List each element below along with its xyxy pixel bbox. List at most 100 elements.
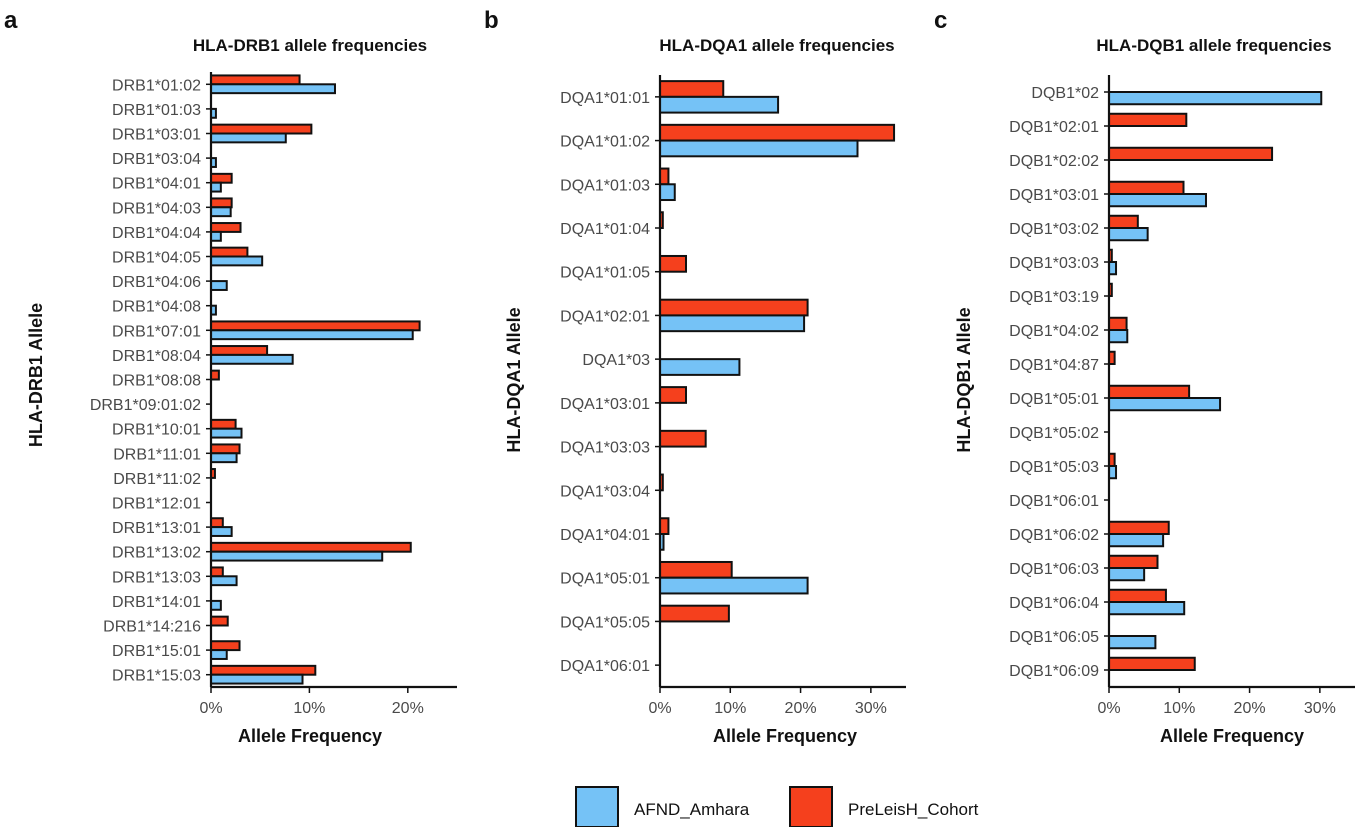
- bar-preleish-cohort: [659, 254, 688, 273]
- category-label: DQA1*06:01: [560, 658, 650, 675]
- bar-preleish-cohort: [210, 345, 269, 356]
- panel-letter-c: c: [934, 7, 947, 34]
- bar-preleish-cohort: [210, 566, 224, 578]
- category-label: DQA1*04:01: [560, 527, 650, 544]
- category-label: DQB1*03:03: [1009, 255, 1099, 272]
- bar-afnd-amhara: [1108, 397, 1222, 412]
- category-label: DRB1*15:01: [112, 643, 201, 660]
- category-label: DRB1*14:216: [103, 619, 201, 636]
- bar-preleish-cohort: [1108, 588, 1167, 604]
- category-label: DRB1*14:01: [112, 594, 201, 611]
- bar-preleish-cohort: [210, 517, 224, 529]
- bar-afnd-amhara: [659, 95, 780, 114]
- bar-preleish-cohort: [659, 167, 670, 186]
- bar-preleish-cohort: [210, 123, 313, 135]
- bar-preleish-cohort: [210, 197, 233, 209]
- category-label: DQB1*04:87: [1009, 357, 1099, 374]
- category-label: DRB1*10:01: [112, 422, 201, 439]
- bar-preleish-cohort: [1108, 214, 1139, 229]
- category-label: DQB1*04:02: [1009, 323, 1099, 340]
- category-label: DQB1*06:04: [1009, 595, 1099, 612]
- category-label: DQA1*02:01: [560, 308, 650, 325]
- category-label: DQA1*01:04: [560, 221, 650, 238]
- panel-c: c HLA-DQB1 allele frequencies Allele Fre…: [934, 7, 1355, 746]
- category-label: DQA1*03:01: [560, 396, 650, 413]
- bar-afnd-amhara: [210, 255, 264, 267]
- chart-title-c: HLA-DQB1 allele frequencies: [1096, 36, 1331, 55]
- panel-letter-a: a: [4, 7, 18, 34]
- axes-b: DQA1*01:01 DQA1*01:02 DQA1*01:03 DQA1*01:04…: [560, 75, 906, 717]
- bar-afnd-amhara: [210, 649, 228, 660]
- x-axis-title-a: Allele Frequency: [238, 726, 382, 746]
- x-tick-label: 30%: [855, 700, 887, 717]
- bar-afnd-amhara: [210, 575, 238, 587]
- category-label: DQA1*01:01: [560, 90, 650, 107]
- category-label: DRB1*07:01: [112, 323, 201, 340]
- bar-afnd-amhara: [210, 353, 294, 365]
- x-tick-label: 10%: [714, 700, 746, 717]
- bar-preleish-cohort: [210, 541, 412, 553]
- bar-preleish-cohort: [1108, 146, 1274, 161]
- bar-afnd-amhara: [1108, 567, 1146, 582]
- bar-afnd-amhara: [659, 358, 741, 376]
- x-tick-label: 20%: [785, 700, 817, 717]
- category-label: DRB1*04:05: [112, 250, 201, 267]
- category-label: DRB1*04:04: [112, 225, 201, 242]
- category-label: DRB1*13:01: [112, 520, 201, 537]
- category-label: DRB1*11:02: [113, 471, 201, 488]
- bar-preleish-cohort: [210, 640, 241, 652]
- bar-afnd-amhara: [210, 427, 243, 439]
- x-tick-label: 20%: [392, 700, 424, 717]
- bar-afnd-amhara: [210, 206, 232, 218]
- bar-preleish-cohort: [210, 172, 233, 184]
- bars-b: [659, 80, 896, 623]
- bar-afnd-amhara: [210, 550, 384, 562]
- category-label: DQB1*06:03: [1009, 561, 1099, 578]
- category-label: DQB1*05:02: [1009, 425, 1099, 442]
- category-label: DQA1*05:01: [560, 571, 650, 588]
- x-tick-label: 10%: [293, 700, 325, 717]
- category-label: DQB1*05:01: [1009, 391, 1099, 408]
- category-label: DQB1*03:19: [1009, 289, 1099, 306]
- bar-preleish-cohort: [1108, 112, 1188, 128]
- bar-preleish-cohort: [210, 615, 229, 627]
- bar-preleish-cohort: [1108, 384, 1191, 400]
- category-label: DQB1*06:01: [1009, 493, 1099, 510]
- category-label: DRB1*04:08: [112, 299, 201, 316]
- category-label: DRB1*12:01: [112, 496, 201, 513]
- category-label: DRB1*01:03: [112, 102, 201, 119]
- legend-label-preleish-cohort: PreLeisH_Cohort: [848, 800, 979, 819]
- bar-preleish-cohort: [659, 298, 809, 317]
- bar-afnd-amhara: [659, 576, 809, 595]
- bar-afnd-amhara: [1108, 91, 1323, 106]
- category-label: DQB1*06:09: [1009, 663, 1099, 680]
- legend-label-afnd-amhara: AFND_Amhara: [634, 800, 750, 819]
- category-label: DQB1*05:03: [1009, 459, 1099, 476]
- x-tick-label: 10%: [1163, 700, 1195, 717]
- bars-a: [210, 74, 421, 685]
- y-axis-title-a: HLA-DRB1 Allele: [26, 303, 46, 447]
- bar-afnd-amhara: [210, 181, 222, 193]
- category-label: DRB1*15:03: [112, 668, 201, 685]
- bar-afnd-amhara: [210, 230, 222, 242]
- bar-afnd-amhara: [659, 314, 806, 333]
- bar-preleish-cohort: [1108, 656, 1196, 672]
- bar-afnd-amhara: [1108, 329, 1129, 344]
- category-label: DRB1*08:04: [112, 348, 201, 365]
- category-label: DQA1*03: [582, 352, 650, 369]
- bar-afnd-amhara: [1108, 193, 1207, 208]
- bar-preleish-cohort: [1108, 520, 1170, 536]
- chart-title-a: HLA-DRB1 allele frequencies: [193, 36, 427, 55]
- x-tick-label: 20%: [1234, 700, 1266, 717]
- bar-afnd-amhara: [1108, 635, 1157, 650]
- category-label: DQB1*06:02: [1009, 527, 1099, 544]
- category-label: DRB1*01:02: [112, 77, 201, 94]
- category-label: DQB1*06:05: [1009, 629, 1099, 646]
- bar-preleish-cohort: [210, 443, 241, 455]
- category-label: DRB1*13:03: [112, 569, 201, 586]
- category-label: DQA1*03:04: [560, 483, 650, 500]
- bar-afnd-amhara: [659, 139, 859, 158]
- category-label: DRB1*08:08: [112, 373, 201, 390]
- category-label: DQB1*02:01: [1009, 119, 1099, 136]
